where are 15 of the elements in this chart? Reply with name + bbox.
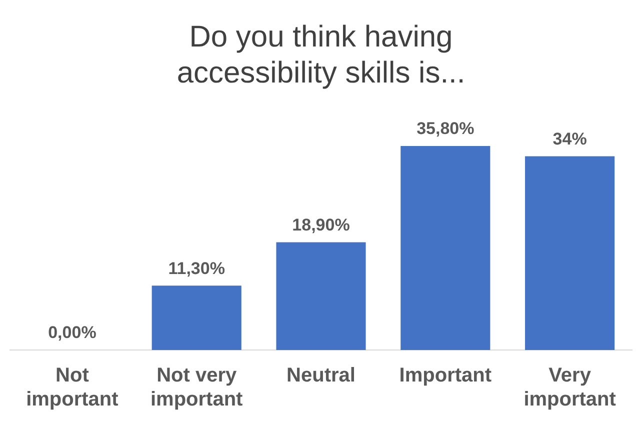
x-tick-label: Neutral [286, 364, 356, 387]
data-label: 34% [552, 129, 587, 148]
x-tick-label: Not very important [150, 364, 244, 411]
data-label: 11,30% [168, 258, 225, 278]
data-label: 0,00% [48, 323, 96, 342]
x-tick-label: Not important [26, 364, 119, 411]
data-label: 18,90% [292, 215, 350, 234]
chart-title: Do you think having accessibility skills is... [176, 20, 466, 90]
x-tick-label: Very important [524, 364, 616, 411]
bar [276, 242, 366, 350]
data-label: 35,80% [416, 119, 474, 138]
x-tick-label: Important [399, 364, 492, 387]
bar [525, 156, 615, 350]
bar [152, 286, 242, 350]
bar [400, 146, 490, 350]
